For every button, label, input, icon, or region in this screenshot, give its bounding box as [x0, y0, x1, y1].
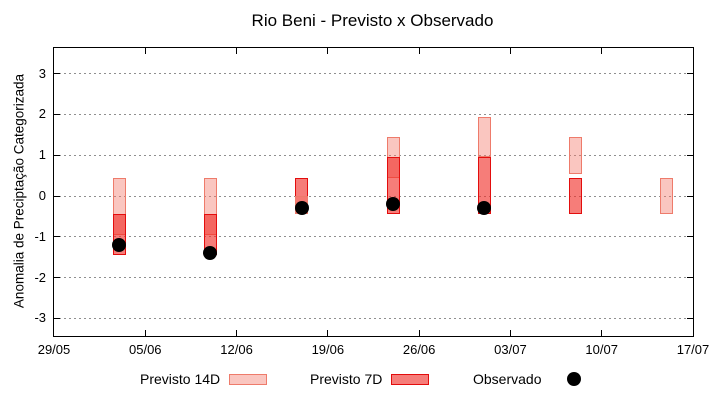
x-tick-label: 29/05	[37, 342, 71, 357]
x-axis-tick	[144, 48, 146, 54]
x-axis-tick	[327, 330, 329, 336]
x-axis-tick	[418, 48, 420, 54]
legend-item-previsto-14d: Previsto 14D	[140, 369, 268, 389]
plot-area: 3 2 1 0 -1 -2 -3 29/05 05/06 12/06 19/06 26/06 03/07…	[34, 47, 709, 357]
y-axis-tick	[687, 277, 693, 279]
gridline	[54, 236, 693, 238]
x-axis-tick	[509, 48, 511, 54]
y-axis-tick	[54, 195, 60, 197]
legend-item-previsto-7d: Previsto 7D	[310, 369, 430, 389]
observed-dot	[112, 238, 127, 253]
legend-label-previsto-14d: Previsto 14D	[140, 371, 221, 387]
gridline	[54, 317, 693, 319]
x-axis-tick	[236, 330, 238, 336]
forecast-box-14d	[660, 177, 674, 215]
y-tick-label: -1	[34, 228, 46, 244]
y-axis-tick	[687, 195, 693, 197]
legend-label-observado: Observado	[473, 371, 542, 387]
observed-dot	[203, 246, 218, 261]
forecast-box-14d	[477, 116, 491, 158]
x-axis-tick	[327, 48, 329, 54]
y-tick-label: 0	[38, 188, 46, 204]
observed-dot	[477, 201, 492, 216]
legend-observed-dot-icon	[567, 372, 582, 386]
legend-item-observado: Observado	[473, 369, 582, 389]
y-tick-label: -2	[34, 269, 46, 285]
y-axis-tick	[687, 154, 693, 156]
gridline	[54, 73, 693, 75]
y-axis-tick	[54, 277, 60, 279]
x-tick-label: 12/06	[220, 342, 253, 357]
gridline	[54, 113, 693, 115]
x-axis-tick	[601, 330, 603, 336]
x-tick-label: 26/06	[402, 342, 436, 357]
y-axis-tick	[687, 317, 693, 319]
x-tick-label: 03/07	[494, 342, 527, 357]
legend-swatch-7d	[391, 373, 430, 385]
y-tick-label: 3	[38, 65, 46, 81]
y-axis-tick	[54, 73, 60, 75]
gridline	[54, 195, 693, 197]
x-axis-tick	[601, 48, 603, 54]
x-tick-label: 05/06	[129, 342, 162, 357]
y-axis-tick	[687, 113, 693, 115]
gridline	[54, 277, 693, 279]
y-tick-label: 2	[38, 106, 46, 122]
observed-dot	[386, 197, 401, 212]
forecast-box-7d	[569, 177, 583, 215]
legend-label-previsto-7d: Previsto 7D	[310, 371, 383, 387]
x-tick-label: 17/07	[676, 342, 710, 357]
y-tick-label: -3	[34, 310, 46, 326]
x-tick-label: 19/06	[311, 342, 345, 357]
y-tick-label: 1	[38, 147, 46, 163]
y-axis-tick	[54, 317, 60, 319]
y-axis-tick	[687, 73, 693, 75]
gridline	[54, 154, 693, 156]
observed-dot	[294, 201, 309, 216]
chart-title: Rio Beni - Previsto x Observado	[251, 11, 494, 30]
y-axis-tick	[54, 154, 60, 156]
legend-swatch-14d	[229, 373, 268, 385]
x-tick-label: 10/07	[585, 342, 618, 357]
forecast-box-14d	[569, 136, 583, 174]
y-axis-tick	[687, 236, 693, 238]
y-axis-tick	[54, 236, 60, 238]
y-axis-tick	[54, 113, 60, 115]
x-axis-tick	[144, 330, 146, 336]
x-axis-tick	[236, 48, 238, 54]
x-axis-tick	[509, 330, 511, 336]
x-axis-tick	[418, 330, 420, 336]
